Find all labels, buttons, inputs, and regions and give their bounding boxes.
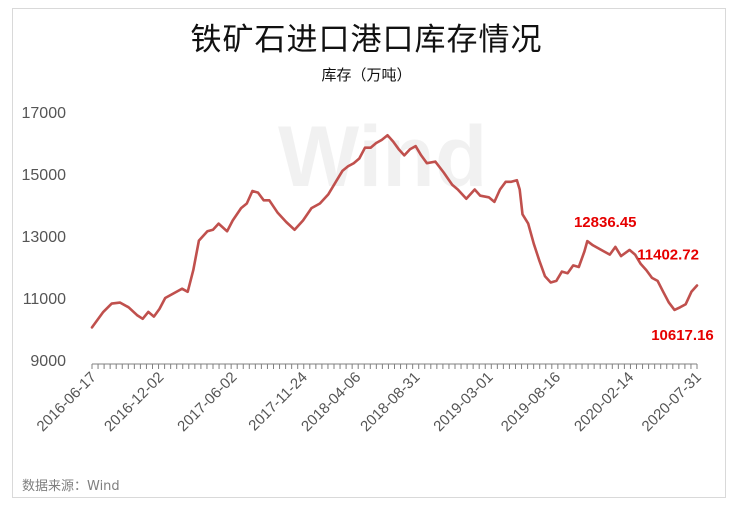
chart-title: 铁矿石进口港口库存情况 (190, 22, 543, 58)
wind-watermark: Wind (278, 109, 488, 205)
y-tick-label: 17000 (22, 105, 67, 122)
y-tick-label: 13000 (22, 229, 67, 246)
y-tick-label: 11000 (23, 291, 66, 308)
x-tick-label: 2020-02-14 (571, 369, 637, 435)
data-label: 12836.45 (574, 214, 637, 231)
y-tick-label: 9000 (30, 353, 66, 370)
y-tick-label: 15000 (22, 167, 67, 184)
x-tick-label: 2018-08-31 (357, 369, 423, 435)
series-line (90, 134, 699, 329)
y-axis: 17000 15000 13000 11000 9000 (22, 105, 67, 370)
x-tick-label: 2017-06-02 (174, 369, 240, 435)
data-label: 11402.72 (637, 247, 699, 264)
x-tick-label: 2020-07-31 (639, 369, 705, 435)
x-tick-label: 2016-12-02 (101, 369, 167, 435)
x-tick-label: 2016-06-17 (34, 369, 100, 435)
series-layer (90, 134, 699, 329)
data-source-label: 数据来源：Wind (22, 479, 120, 494)
x-tick-label: 2019-03-01 (430, 369, 496, 435)
x-axis: 2016-06-17 2016-12-02 2017-06-02 2017-11-24… (34, 363, 705, 435)
x-tick-label: 2019-08-16 (498, 369, 564, 435)
chart-unit-label: 库存（万吨） (321, 66, 412, 84)
data-label: 10617.16 (651, 327, 714, 344)
